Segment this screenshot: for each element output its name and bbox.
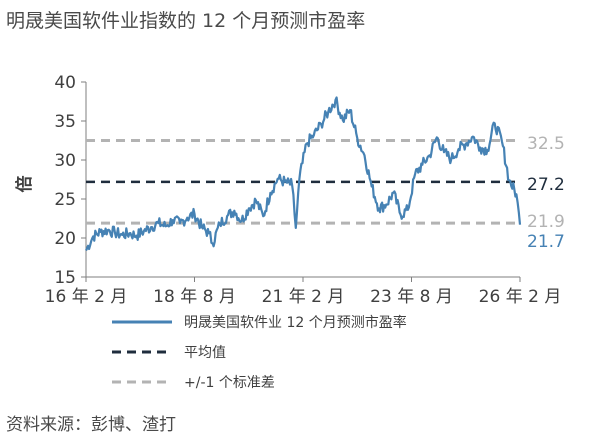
series-lines [85, 96, 522, 252]
legend-label: 明晟美国软件业 12 个月预测市盈率 [184, 314, 407, 331]
x-tick-label: 26 年 2 月 [479, 287, 562, 307]
legend-label: 平均值 [184, 345, 226, 361]
end-label: 27.2 [527, 175, 565, 195]
end-label: 21.9 [527, 212, 565, 232]
chart-title: 明晟美国软件业指数的 12 个月预测市盈率 [6, 10, 366, 32]
y-tick-label: 20 [54, 229, 76, 249]
pe-ratio-series-line [85, 96, 522, 252]
source-note: 资料来源：彭博、渣打 [6, 415, 176, 435]
reference-lines [86, 139, 520, 225]
end-label: 21.7 [527, 232, 565, 252]
y-axis-label: 倍 [14, 176, 35, 193]
y-tick-label: 40 [54, 73, 76, 93]
legend-label: +/-1 个标准差 [184, 375, 275, 391]
y-tick-label: 30 [54, 151, 76, 171]
end-label: 32.5 [527, 134, 565, 154]
x-tick-label: 23 年 8 月 [370, 287, 453, 307]
x-tick-label: 18 年 8 月 [153, 287, 236, 307]
y-tick-label: 15 [54, 268, 76, 288]
x-tick-label: 21 年 2 月 [262, 287, 345, 307]
y-tick-label: 35 [54, 112, 76, 132]
end-labels: 32.5 27.2 21.921.7 [527, 134, 565, 252]
y-tick-label: 25 [54, 190, 76, 210]
axes: 15 20 25 30 35 40 倍 16 年 2 月 18 年 8 月 21 年 2 月 23 … [14, 73, 561, 307]
x-tick-label: 16 年 2 月 [45, 287, 128, 307]
